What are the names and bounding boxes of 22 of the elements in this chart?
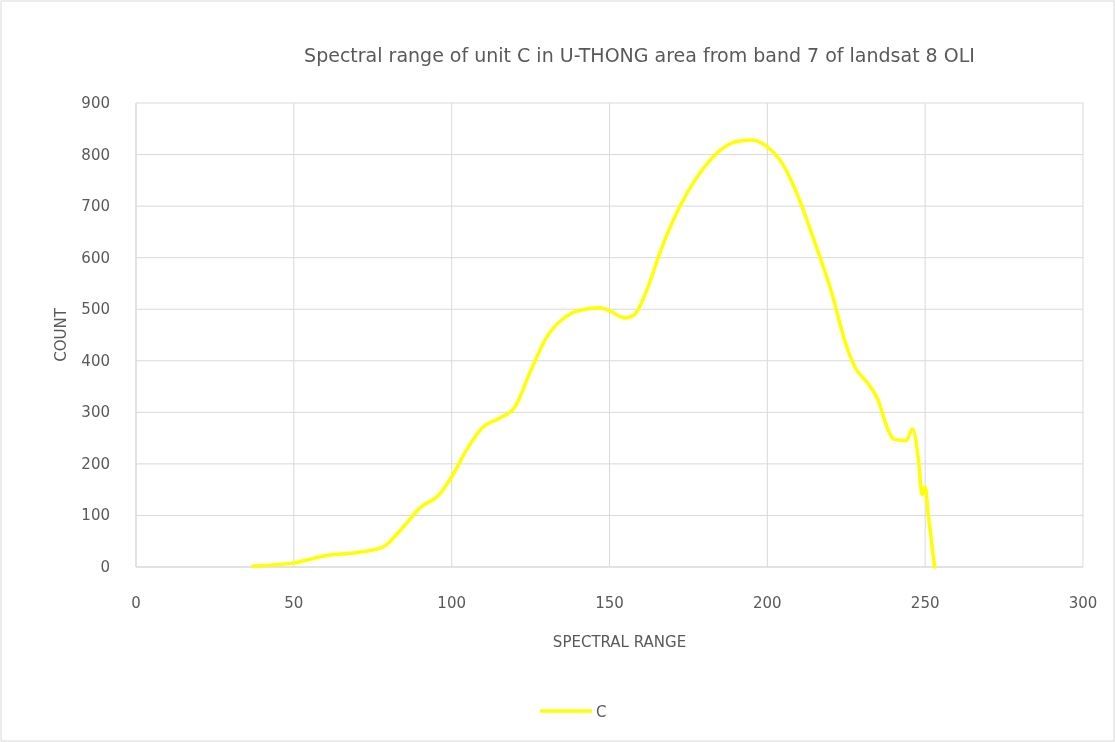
legend-label: C <box>596 703 607 721</box>
chart-title: Spectral range of unit C in U-THONG area from band 7 of landsat 8 OLI <box>304 44 975 66</box>
x-axis-title: SPECTRAL RANGE <box>552 633 687 651</box>
y-tick-label: 800 <box>81 145 110 164</box>
y-axis-title: COUNT <box>52 307 70 362</box>
x-tick-label: 50 <box>284 594 304 612</box>
y-tick-label: 500 <box>81 300 110 319</box>
y-tick-label: 900 <box>81 94 110 112</box>
x-tick-label: 250 <box>910 594 940 612</box>
x-tick-label: 300 <box>1068 594 1098 612</box>
y-tick-label: 400 <box>81 351 110 370</box>
x-tick-label: 200 <box>753 594 782 612</box>
y-tick-label: 0 <box>100 558 110 576</box>
y-tick-label: 600 <box>81 248 110 267</box>
y-tick-label: 700 <box>81 197 110 216</box>
y-tick-label: 300 <box>81 403 110 422</box>
x-tick-label: 100 <box>437 594 466 612</box>
x-tick-label: 0 <box>131 594 141 612</box>
y-tick-label: 200 <box>81 454 110 473</box>
line-series <box>251 138 937 569</box>
x-tick-label: 150 <box>595 594 624 612</box>
y-tick-label: 100 <box>81 506 110 525</box>
